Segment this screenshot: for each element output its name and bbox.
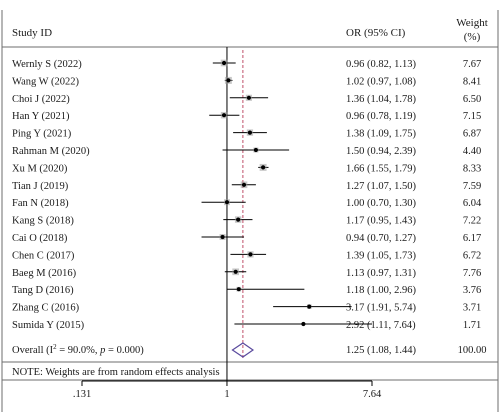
study-weight-text: 1.71 xyxy=(463,320,481,331)
study-weight-text: 7.67 xyxy=(463,59,481,70)
study-ci-text: 0.94 (0.70, 1.27) xyxy=(346,233,416,244)
study-weight-text: 6.87 xyxy=(463,129,481,140)
study-weight-text: 8.33 xyxy=(463,163,481,174)
study-label: Tang D (2016) xyxy=(12,285,74,296)
study-point xyxy=(236,287,241,292)
study-ci-text: 1.17 (0.95, 1.43) xyxy=(346,216,416,227)
study-label: Han Y (2021) xyxy=(12,111,70,122)
study-label: Choi J (2022) xyxy=(12,94,70,105)
study-point xyxy=(224,200,230,205)
overall-label-end: = 0.000) xyxy=(105,345,144,356)
study-point xyxy=(241,182,247,187)
study-point xyxy=(220,234,225,240)
frame xyxy=(1,10,499,412)
study-point xyxy=(226,78,231,83)
study-point xyxy=(233,269,238,274)
x-axis: .131 1 7.64 xyxy=(73,380,382,400)
study-label: Tian J (2019) xyxy=(12,181,69,192)
column-headers: Study ID OR (95% CI) Weight (%) xyxy=(12,17,488,43)
study-ci-text: 1.18 (1.00, 2.96) xyxy=(346,285,416,296)
overall-label-mid: = 90.0%, xyxy=(57,345,101,356)
study-point xyxy=(236,217,241,222)
study-point xyxy=(221,113,227,118)
study-weight-text: 6.50 xyxy=(463,94,481,105)
study-label: Fan N (2018) xyxy=(12,198,69,209)
study-label: Cai O (2018) xyxy=(12,233,68,244)
study-ci-text: 0.96 (0.82, 1.13) xyxy=(346,59,416,70)
x-tick-label: .131 xyxy=(73,389,91,400)
study-label: Wang W (2022) xyxy=(12,76,80,87)
study-rows: Wernly S (2022) 0.96 (0.82, 1.13) 7.67 Wang… xyxy=(12,59,482,331)
study-ci-text: 1.36 (1.04, 1.78) xyxy=(346,94,416,105)
study-ci-text: 1.50 (0.94, 2.39) xyxy=(346,146,416,157)
study-weight-text: 8.41 xyxy=(463,76,481,87)
overall-weight-text: 100.00 xyxy=(458,345,487,356)
study-ci-text: 3.17 (1.91, 5.74) xyxy=(346,303,416,314)
overall-ci-text: 1.25 (1.08, 1.44) xyxy=(346,345,416,356)
study-point xyxy=(301,321,306,327)
study-label: Baeg M (2016) xyxy=(12,268,77,279)
header-weight-unit: (%) xyxy=(464,31,481,43)
overall-row: Overall (I2 = 90.0%, p = 0.000) 1.25 (1.… xyxy=(12,343,486,356)
study-point xyxy=(307,304,312,309)
study-label: Rahman M (2020) xyxy=(12,146,90,157)
study-weight-text: 6.04 xyxy=(463,198,482,209)
study-point xyxy=(248,252,253,257)
study-weight-text: 3.76 xyxy=(463,285,481,296)
x-tick-label: 7.64 xyxy=(363,389,382,400)
study-weight-text: 7.15 xyxy=(463,111,481,122)
study-ci-text: 2.92 (1.11, 7.64) xyxy=(346,320,416,331)
study-weight-text: 7.22 xyxy=(463,216,481,227)
study-label: Sumida Y (2015) xyxy=(12,320,85,331)
study-ci-text: 1.00 (0.70, 1.30) xyxy=(346,198,416,209)
study-label: Wernly S (2022) xyxy=(12,59,82,70)
study-weight-text: 4.40 xyxy=(463,146,481,157)
x-tick-label: 1 xyxy=(224,389,229,400)
study-weight-text: 7.76 xyxy=(463,268,481,279)
overall-label-sup: 2 xyxy=(53,343,57,351)
study-ci-text: 1.66 (1.55, 1.79) xyxy=(346,163,416,174)
study-ci-text: 1.39 (1.05, 1.73) xyxy=(346,250,416,261)
study-label: Zhang C (2016) xyxy=(12,303,80,314)
header-or-ci: OR (95% CI) xyxy=(346,27,406,39)
study-ci-text: 0.96 (0.78, 1.19) xyxy=(346,111,416,122)
study-point xyxy=(247,130,253,135)
overall-diamond xyxy=(231,342,255,358)
study-point xyxy=(221,60,227,66)
study-label: Ping Y (2021) xyxy=(12,129,72,140)
header-weight: Weight xyxy=(456,17,488,29)
overall-label-prefix: Overall (I xyxy=(12,345,54,356)
study-label: Chen C (2017) xyxy=(12,250,75,261)
study-weight-text: 3.71 xyxy=(463,303,481,314)
study-label: Kang S (2018) xyxy=(12,216,74,227)
note-text: NOTE: Weights are from random effects an… xyxy=(12,367,220,378)
study-point xyxy=(261,165,266,170)
study-weight-text: 7.59 xyxy=(463,181,481,192)
study-label: Xu M (2020) xyxy=(12,163,68,174)
header-study-id: Study ID xyxy=(12,27,52,39)
study-weight-text: 6.72 xyxy=(463,250,481,261)
study-point xyxy=(253,147,258,153)
study-weight-text: 6.17 xyxy=(463,233,481,244)
plot-area xyxy=(201,47,372,381)
study-ci-text: 1.02 (0.97, 1.08) xyxy=(346,76,416,87)
study-ci-text: 1.13 (0.97, 1.31) xyxy=(346,268,416,279)
study-ci-text: 1.27 (1.07, 1.50) xyxy=(346,181,416,192)
overall-label: Overall (I2 = 90.0%, p = 0.000) xyxy=(12,343,144,356)
study-point xyxy=(246,95,252,100)
overall-label-p: p xyxy=(99,345,105,356)
study-ci-text: 1.38 (1.09, 1.75) xyxy=(346,129,416,140)
